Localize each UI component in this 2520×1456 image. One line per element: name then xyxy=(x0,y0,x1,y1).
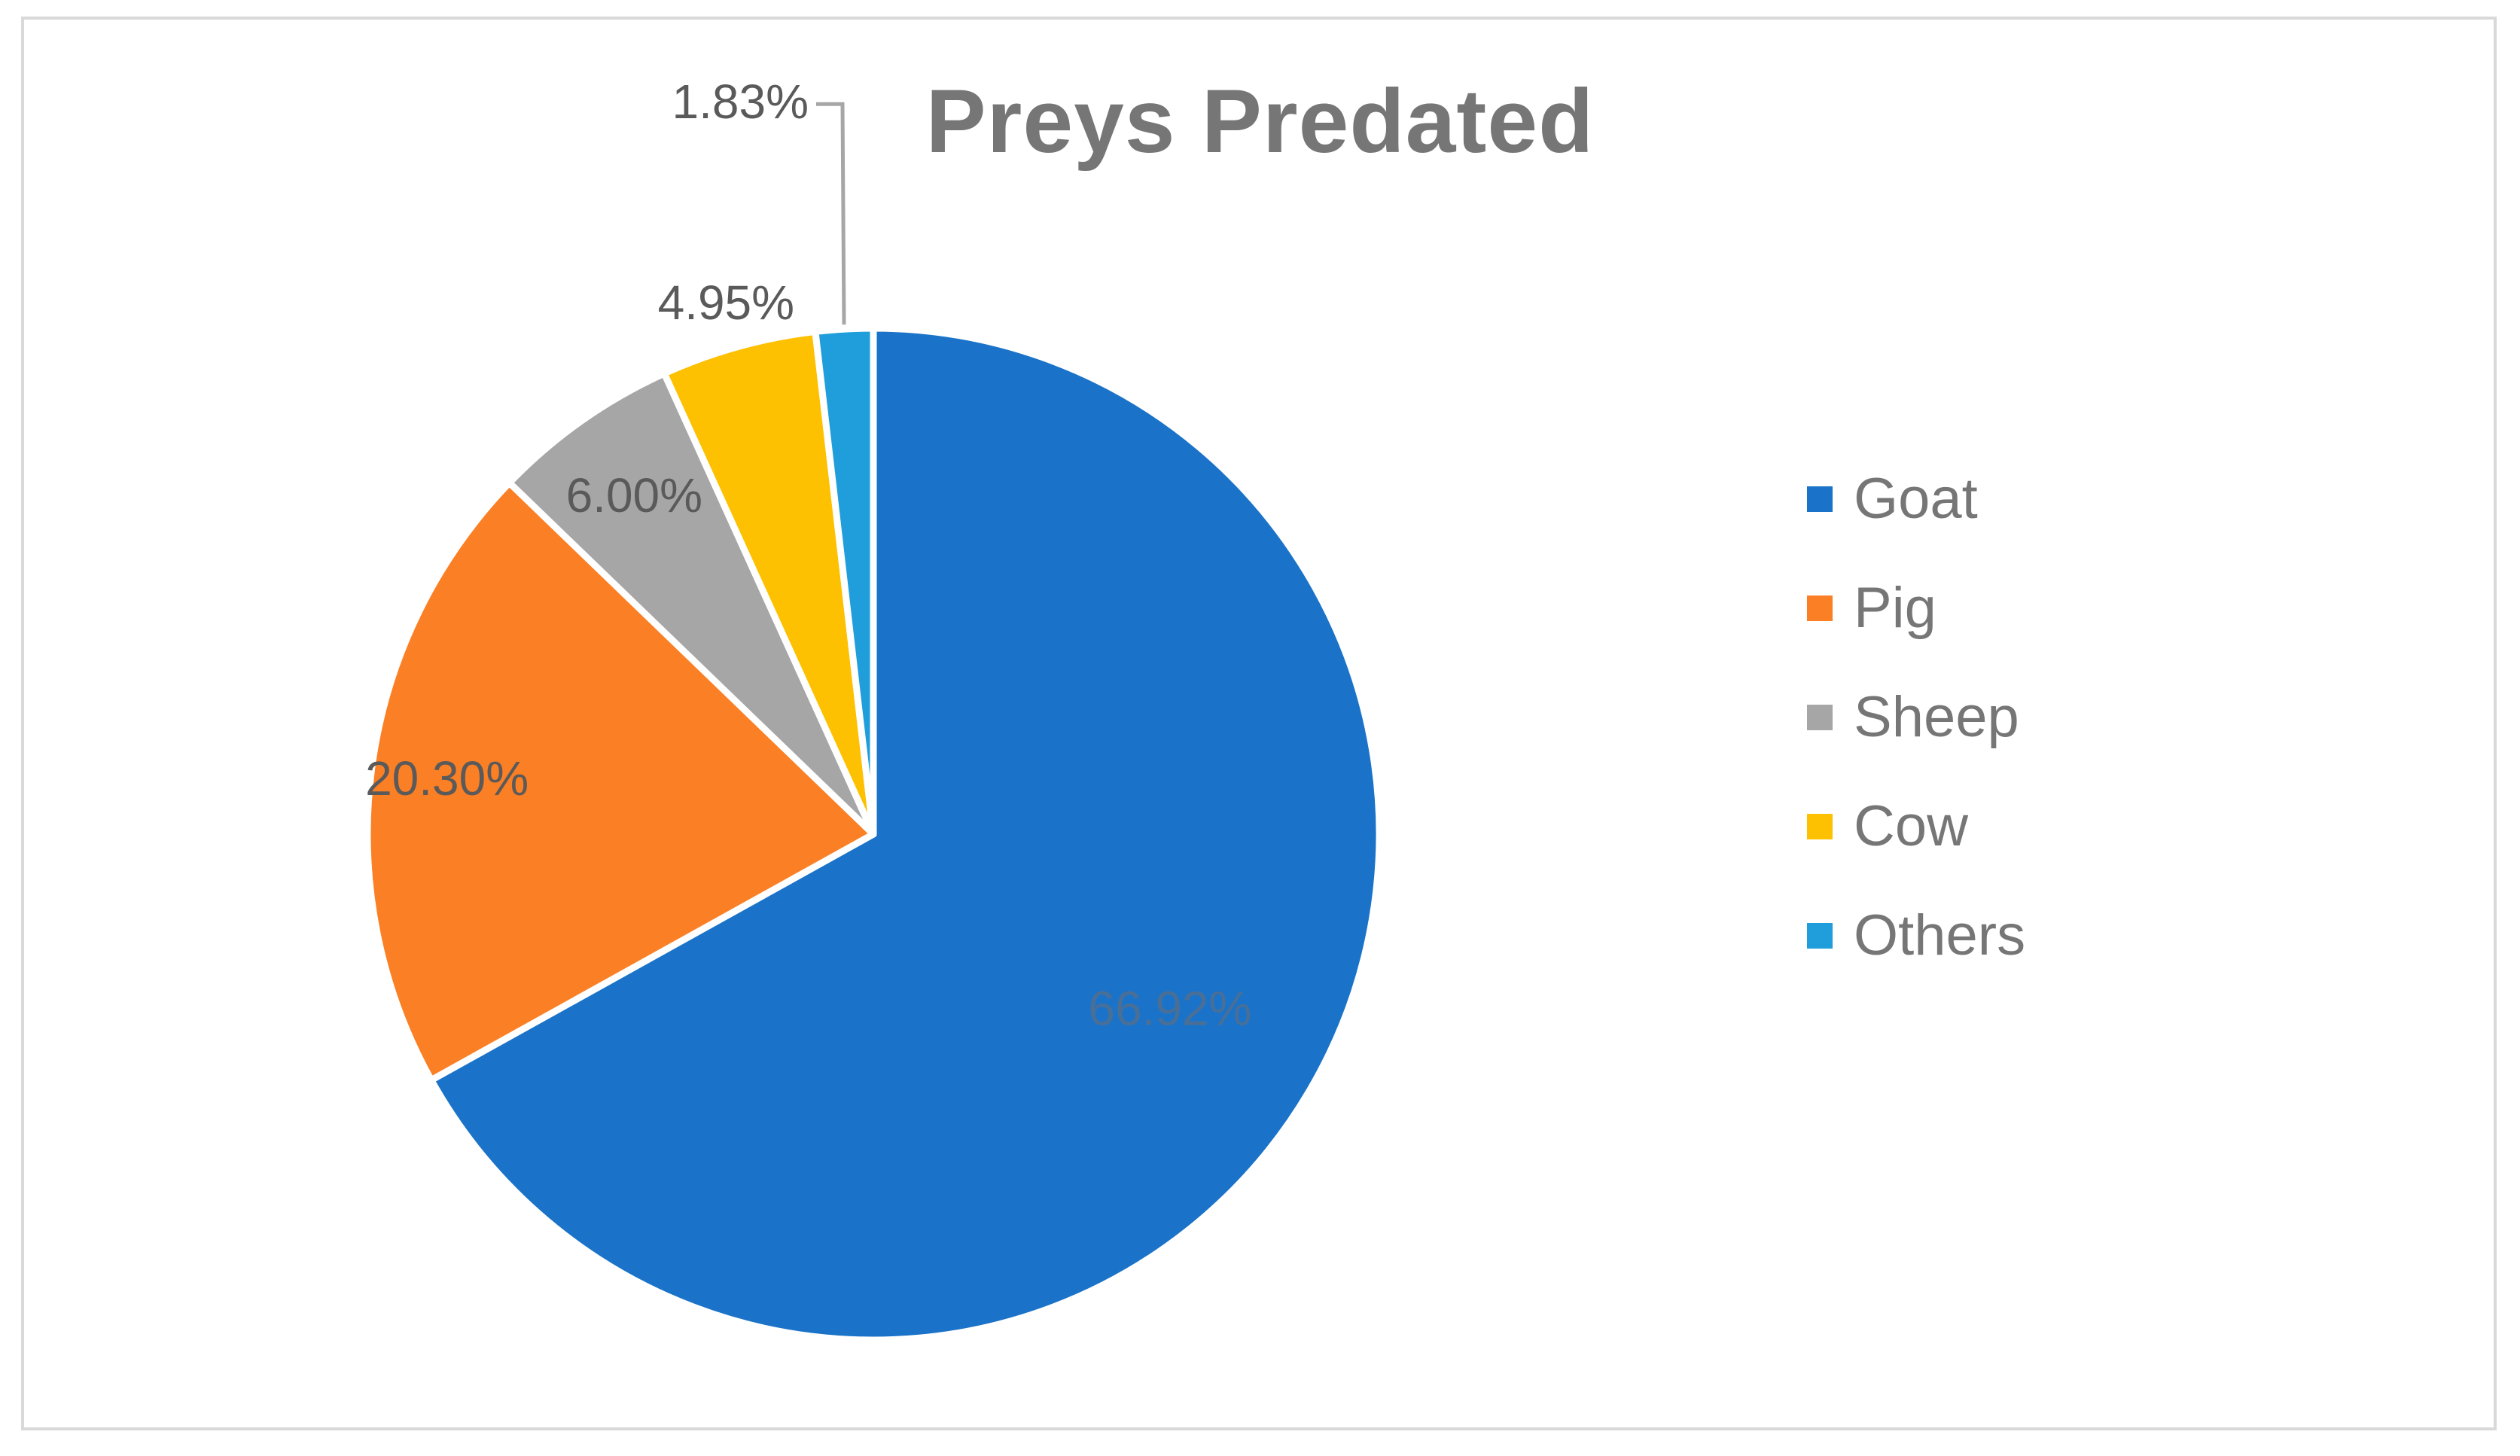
legend-swatch-goat xyxy=(1807,486,1833,512)
data-label-others: 1.83% xyxy=(672,75,809,129)
legend-label-cow: Cow xyxy=(1854,794,1969,858)
legend-label-goat: Goat xyxy=(1854,467,1978,531)
chart-title: Preys Predated xyxy=(925,71,1595,172)
pie-slice-goat xyxy=(428,324,1383,1344)
legend-item-sheep: Sheep xyxy=(1807,663,2025,772)
legend-label-sheep: Sheep xyxy=(1854,685,2019,749)
legend-swatch-pig xyxy=(1807,595,1833,621)
pie-slice-others xyxy=(812,324,877,838)
legend-label-others: Others xyxy=(1854,903,2026,967)
legend-swatch-sheep xyxy=(1807,704,1833,730)
data-label-goat: 66.92% xyxy=(1088,982,1251,1036)
pie-slice-pig xyxy=(364,479,877,1084)
legend: Goat Pig Sheep Cow Others xyxy=(1807,444,2025,990)
data-labels: 66.92% 20.30% 6.00% 4.95% 1.83% xyxy=(365,75,1251,1035)
data-label-cow: 4.95% xyxy=(658,276,794,330)
legend-item-cow: Cow xyxy=(1807,772,2025,881)
legend-swatch-others xyxy=(1807,922,1833,949)
legend-item-goat: Goat xyxy=(1807,444,2025,553)
legend-label-pig: Pig xyxy=(1854,576,1936,640)
legend-swatch-cow xyxy=(1807,813,1833,839)
pie-slice-sheep xyxy=(506,370,877,838)
legend-item-pig: Pig xyxy=(1807,553,2025,663)
legend-item-others: Others xyxy=(1807,881,2025,990)
data-label-pig: 20.30% xyxy=(365,751,529,806)
leader-line-others xyxy=(816,102,846,325)
leader-lines xyxy=(816,102,846,325)
data-label-sheep: 6.00% xyxy=(566,468,702,522)
pie-slice-cow xyxy=(660,327,877,838)
pie-slices xyxy=(364,324,1383,1344)
